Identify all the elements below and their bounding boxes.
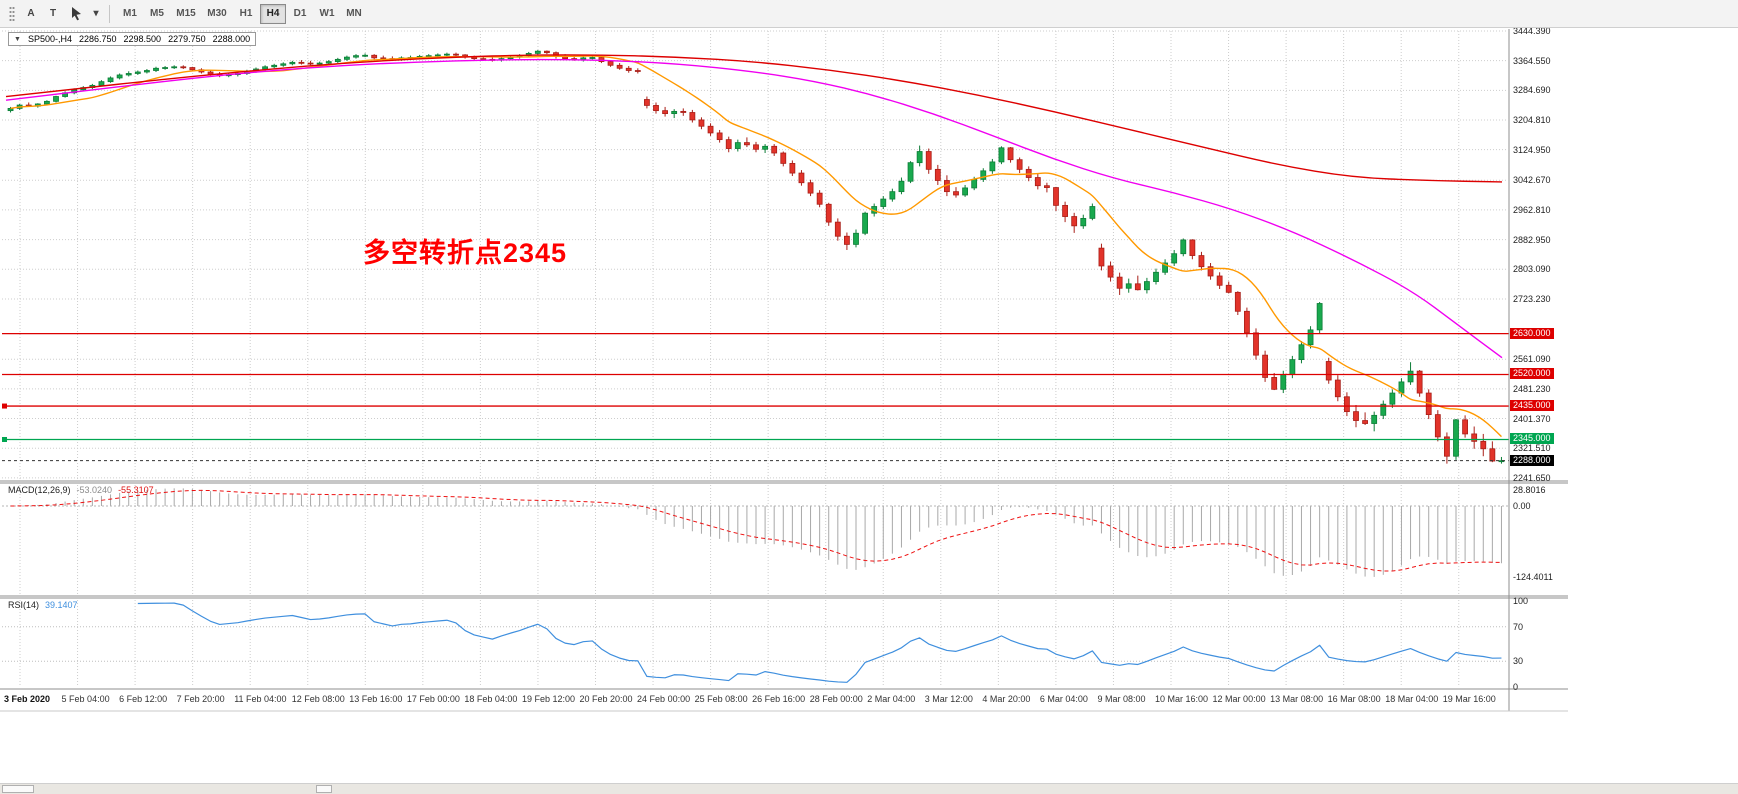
ohlc-high: 2298.500 bbox=[123, 34, 162, 44]
time-axis-label: 19 Mar 16:00 bbox=[1442, 694, 1496, 704]
ohlc-low: 2279.750 bbox=[168, 34, 206, 44]
tf-button-m30[interactable]: M30 bbox=[202, 4, 232, 24]
chart-symbol-label: SP500-,H4 bbox=[27, 34, 72, 44]
toolbar-separator bbox=[109, 4, 110, 23]
tf-button-h4[interactable]: H4 bbox=[260, 3, 286, 24]
tool-dropdown-chevron[interactable]: ▾ bbox=[90, 4, 102, 24]
time-axis-label: 9 Mar 08:00 bbox=[1097, 694, 1146, 704]
time-axis-label: 26 Feb 16:00 bbox=[752, 694, 806, 704]
tf-button-d1[interactable]: D1 bbox=[287, 4, 313, 24]
rsi-axis-label: 100 bbox=[1513, 596, 1529, 606]
current-price-badge: 2288.000 bbox=[1510, 454, 1554, 466]
time-axis-label: 24 Feb 00:00 bbox=[637, 694, 691, 704]
arrow-tool-button[interactable]: A bbox=[21, 4, 41, 24]
macd-axis-label: 28.8016 bbox=[1513, 484, 1546, 495]
cursor-icon bbox=[72, 7, 81, 21]
time-axis-label: 18 Mar 04:00 bbox=[1385, 694, 1439, 704]
time-axis-label: 25 Feb 08:00 bbox=[694, 694, 748, 704]
cursor-tool-button[interactable] bbox=[65, 4, 88, 24]
rsi-axis-label: 70 bbox=[1513, 621, 1524, 632]
price-level-badge-2520: 2520.000 bbox=[1510, 368, 1554, 380]
macd-label: MACD(12,26,9) -53.0240 -55.3107 bbox=[8, 485, 154, 495]
time-axis-label: 4 Mar 20:00 bbox=[982, 694, 1031, 704]
macd-signal-value: -55.3107 bbox=[118, 485, 154, 495]
text-tool-button[interactable]: T bbox=[43, 4, 63, 24]
tf-button-w1[interactable]: W1 bbox=[314, 4, 340, 24]
tf-button-h1[interactable]: H1 bbox=[233, 4, 259, 24]
rsi-name: RSI(14) bbox=[8, 600, 40, 610]
bottom-strip-box[interactable] bbox=[2, 785, 34, 793]
time-axis-label: 18 Feb 04:00 bbox=[464, 694, 518, 704]
time-axis-label: 2 Mar 04:00 bbox=[867, 694, 916, 704]
ohlc-open: 2286.750 bbox=[78, 34, 117, 44]
time-axis-label: 10 Mar 16:00 bbox=[1155, 694, 1209, 704]
price-axis-label: 3042.670 bbox=[1513, 175, 1551, 186]
time-axis-label: 6 Feb 12:00 bbox=[119, 694, 168, 704]
rsi-axis-label: 0 bbox=[1513, 682, 1519, 692]
chart-header[interactable]: ▼ SP500-,H4 2286.750 2298.500 2279.750 2… bbox=[8, 32, 257, 46]
time-axis-label: 20 Feb 20:00 bbox=[579, 694, 633, 704]
rsi-value: 39.1407 bbox=[45, 600, 78, 610]
tf-button-m5[interactable]: M5 bbox=[144, 4, 170, 24]
bottom-strip bbox=[0, 783, 1738, 794]
macd-main-value: -53.0240 bbox=[76, 485, 113, 495]
time-axis-label: 28 Feb 00:00 bbox=[809, 694, 863, 704]
time-axis-label: 7 Feb 20:00 bbox=[176, 694, 225, 704]
time-axis-label: 17 Feb 00:00 bbox=[406, 694, 460, 704]
annotation-text[interactable]: 多空转折点2345 bbox=[363, 238, 568, 268]
price-axis-label: 2803.090 bbox=[1513, 264, 1551, 275]
collapse-triangle-icon: ▼ bbox=[14, 35, 21, 43]
price-axis-label: 2401.370 bbox=[1513, 413, 1551, 424]
time-axis-label: 19 Feb 12:00 bbox=[521, 694, 575, 704]
macd-axis-label: -124.4011 bbox=[1513, 571, 1553, 582]
price-axis-label: 2481.230 bbox=[1513, 383, 1551, 394]
macd-axis-label: 0.00 bbox=[1513, 501, 1531, 511]
time-axis-label: 16 Mar 08:00 bbox=[1327, 694, 1381, 704]
price-level-badge-2345: 2345.000 bbox=[1510, 433, 1554, 445]
timeframe-button-group: M1 M5 M15 M30 H1 H4 D1 W1 MN bbox=[117, 3, 367, 24]
toolbar-grip-icon[interactable] bbox=[9, 5, 15, 22]
price-axis-label: 3364.550 bbox=[1513, 55, 1551, 66]
price-level-badge-2630: 2630.000 bbox=[1510, 327, 1554, 339]
price-axis-label: 2882.950 bbox=[1513, 234, 1551, 245]
time-axis-label: 6 Mar 04:00 bbox=[1039, 694, 1088, 704]
bottom-strip-box[interactable] bbox=[316, 785, 332, 793]
price-axis-label: 3444.390 bbox=[1513, 25, 1551, 36]
toolbar: A T ▾ M1 M5 M15 M30 H1 H4 D1 W1 MN bbox=[0, 0, 1738, 28]
macd-name: MACD(12,26,9) bbox=[8, 485, 71, 495]
tf-button-mn[interactable]: MN bbox=[341, 4, 367, 24]
price-axis-label: 3284.690 bbox=[1513, 85, 1551, 96]
tf-button-m1[interactable]: M1 bbox=[117, 4, 143, 24]
time-axis-label: 12 Mar 00:00 bbox=[1212, 694, 1266, 704]
price-level-badge-2435: 2435.000 bbox=[1510, 400, 1554, 412]
time-axis-label: 3 Mar 12:00 bbox=[924, 694, 973, 704]
time-axis-label: 5 Feb 04:00 bbox=[61, 694, 110, 704]
time-axis-label: 3 Feb 2020 bbox=[4, 694, 51, 704]
price-axis-label: 2723.230 bbox=[1513, 293, 1551, 304]
time-axis-label: 12 Feb 08:00 bbox=[291, 694, 345, 704]
time-axis-label: 13 Mar 08:00 bbox=[1270, 694, 1324, 704]
price-axis-label: 2962.810 bbox=[1513, 204, 1551, 215]
tf-button-m15[interactable]: M15 bbox=[171, 4, 201, 24]
price-axis-label: 3124.950 bbox=[1513, 144, 1551, 155]
ohlc-close: 2288.000 bbox=[212, 34, 251, 44]
price-axis-label: 2241.650 bbox=[1513, 472, 1551, 483]
rsi-axis-label: 30 bbox=[1513, 656, 1524, 667]
time-axis-label: 11 Feb 04:00 bbox=[234, 694, 287, 704]
time-axis-label: 13 Feb 16:00 bbox=[349, 694, 403, 704]
price-axis-label: 3204.810 bbox=[1513, 114, 1551, 125]
price-axis-label: 2321.510 bbox=[1513, 443, 1551, 454]
rsi-label: RSI(14) 39.1407 bbox=[8, 600, 78, 610]
price-axis-label: 2561.090 bbox=[1513, 354, 1551, 365]
